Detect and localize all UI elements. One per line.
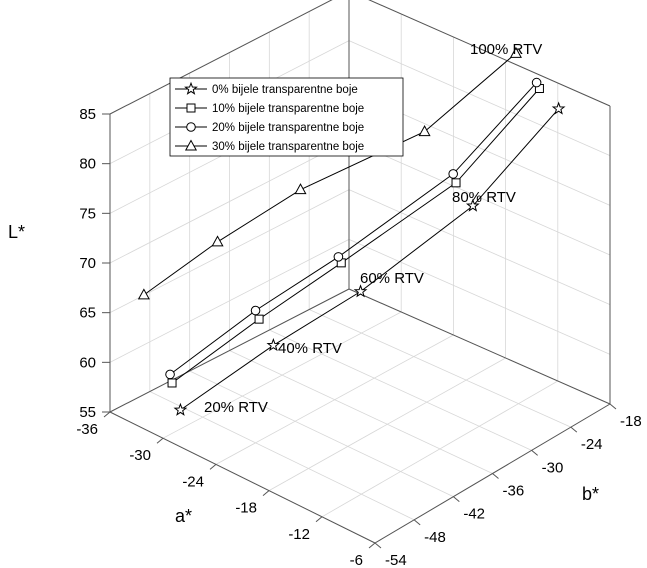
floor-grid-line <box>149 391 415 521</box>
data-point-circle <box>165 369 175 380</box>
y-tick-mark <box>609 403 617 410</box>
legend-box <box>169 77 404 157</box>
data-point-star <box>173 402 188 416</box>
wall-grid-line <box>348 139 611 256</box>
annotation-80-rtv: 80% RTV <box>452 189 516 206</box>
series-square <box>167 84 544 388</box>
y-tick-mark <box>531 449 538 456</box>
data-point-triangle <box>418 125 431 137</box>
x-tick-label: -6 <box>350 552 363 568</box>
frame-edge <box>348 288 611 405</box>
data-point-circle <box>250 305 261 316</box>
data-point-triangle <box>294 183 307 195</box>
z-tick-label: 85 <box>79 106 96 123</box>
frame-edge <box>109 0 333 115</box>
annotation-60-rtv: 60% RTV <box>360 270 424 287</box>
series-triangle <box>137 46 522 300</box>
legend-marker-star <box>184 81 198 95</box>
data-point-triangle <box>509 46 522 58</box>
y-tick-mark <box>570 426 578 433</box>
data-point-triangle <box>211 235 224 247</box>
y-tick-label: -54 <box>385 552 407 568</box>
y-axis-title: b* <box>582 484 599 504</box>
floor-grid-line <box>229 350 493 474</box>
x-tick-mark <box>103 411 111 418</box>
annotation-40-rtv: 40% RTV <box>278 340 342 357</box>
z-axis-title: L* <box>8 222 25 242</box>
z-tick-label: 60 <box>79 354 96 371</box>
wall-grid-line <box>109 238 350 363</box>
legend: 0% bijele transparentne boje 10% bijele t… <box>169 77 404 157</box>
legend-label: 0% bijele transparentne boje <box>212 84 358 96</box>
data-point-star <box>266 338 281 352</box>
x-tick-mark <box>368 542 376 549</box>
annotation-20-rtv: 20% RTV <box>204 399 268 416</box>
wall-grid-line <box>348 40 611 157</box>
legend-marker-circle <box>186 122 196 132</box>
legend-marker-triangle <box>184 139 198 151</box>
legend-label: 10% bijele transparentne boje <box>212 103 364 115</box>
x-tick-label: -36 <box>76 421 98 438</box>
x-tick-mark <box>315 516 323 523</box>
z-tick-label: 65 <box>79 305 96 322</box>
wall-grid-line <box>109 189 350 314</box>
data-point-square <box>167 378 177 388</box>
y-tick-label: -42 <box>463 506 485 523</box>
series-circle <box>165 77 542 380</box>
y-tick-label: -36 <box>503 483 525 500</box>
tick-labels: 55 60 65 70 75 80 85 -36 -30 -24 -18 -12 -6 -54 -48 -42… <box>76 106 641 568</box>
x-tick-mark <box>156 437 164 444</box>
y-tick-label: -24 <box>581 436 603 453</box>
z-tick-label: 70 <box>79 255 96 272</box>
y-tick-mark <box>492 473 499 479</box>
wall-grid-line <box>109 139 350 264</box>
legend-marker-square <box>186 103 196 113</box>
floor-grid-line <box>189 370 454 498</box>
floor-grid-line <box>269 329 532 451</box>
data-series <box>137 46 566 416</box>
z-tick-label: 80 <box>79 156 96 173</box>
z-tick-label: 75 <box>79 205 96 222</box>
series-star <box>173 101 566 416</box>
y-tick-mark <box>453 496 460 503</box>
data-point-circle <box>333 252 344 262</box>
rtv-annotations: 20% RTV 40% RTV 60% RTV 80% RTV 100% RTV <box>204 41 542 416</box>
y-tick-mark <box>413 519 421 526</box>
x-tick-label: -30 <box>129 447 151 464</box>
data-point-square <box>254 314 264 324</box>
frame-edge <box>109 288 350 413</box>
y-tick-label: -48 <box>424 529 446 546</box>
floor-grid-line <box>309 309 571 428</box>
x-tick-label: -24 <box>182 473 204 490</box>
x-tick-label: -18 <box>235 500 257 517</box>
wall-grid-line <box>348 238 611 355</box>
legend-label: 30% bijele transparentne boje <box>212 141 364 153</box>
z-tick-label: 55 <box>79 404 96 421</box>
data-point-circle <box>448 169 458 179</box>
legend-label: 20% bijele transparentne boje <box>212 122 364 134</box>
frame-edge <box>109 411 376 544</box>
annotation-100-rtv: 100% RTV <box>470 41 542 58</box>
x-axis-title: a* <box>175 506 192 526</box>
data-point-star <box>551 101 566 115</box>
data-point-circle <box>531 77 542 88</box>
data-point-square <box>451 178 461 188</box>
x-tick-label: -12 <box>288 526 310 543</box>
data-point-star <box>353 284 368 298</box>
frame-edge <box>368 0 611 107</box>
y-tick-label: -30 <box>542 459 564 476</box>
wall-grid-line <box>348 189 611 306</box>
x-tick-mark <box>209 464 217 470</box>
x-tick-mark <box>262 490 270 496</box>
y-tick-mark <box>374 542 382 549</box>
data-point-star <box>465 198 480 212</box>
y-tick-label: -18 <box>620 413 642 430</box>
data-point-triangle <box>137 288 150 300</box>
